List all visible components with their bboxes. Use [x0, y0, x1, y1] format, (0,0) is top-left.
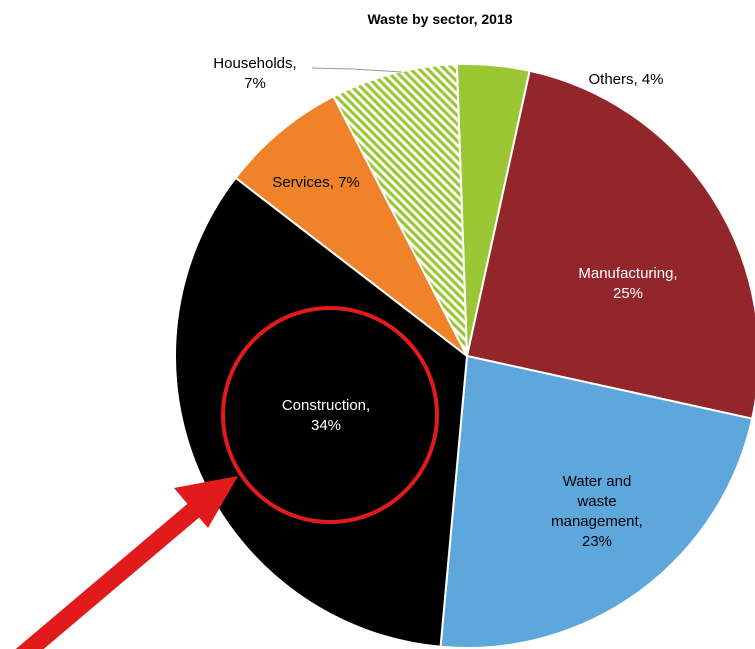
slice-construction — [174, 176, 469, 648]
label-manufacturing-line-0: Manufacturing, — [578, 265, 677, 282]
label-services: Services, 7% — [272, 174, 360, 191]
households-leader-line — [311, 67, 403, 73]
label-construction-line-1: 34% — [311, 417, 341, 434]
label-households-line-1: 7% — [244, 75, 266, 92]
chart-title: Waste by sector, 2018 — [367, 11, 512, 27]
label-households: Households, 7% — [213, 55, 296, 92]
slice-labels: Others, 4% Manufacturing, 25% Water and wast… — [213, 55, 677, 550]
label-water-waste: Water and waste management, 23% — [551, 473, 643, 550]
label-manufacturing: Manufacturing, 25% — [578, 265, 677, 302]
label-others-line-0: Others, 4% — [588, 71, 663, 88]
pie-slices — [174, 63, 755, 649]
label-manufacturing-line-1: 25% — [613, 285, 643, 302]
label-water-waste-line-3: 23% — [582, 533, 612, 550]
label-water-waste-line-2: management, — [551, 513, 643, 530]
slice-households — [332, 63, 468, 357]
pointer-arrow — [15, 476, 238, 649]
label-construction: Construction, 34% — [282, 397, 370, 434]
slice-water-waste — [439, 354, 754, 649]
slice-services — [234, 94, 468, 357]
label-households-line-0: Households, — [213, 55, 296, 72]
slice-manufacturing — [465, 69, 755, 420]
arrow-head — [174, 476, 238, 528]
arrow-shaft — [15, 498, 206, 649]
label-construction-line-0: Construction, — [282, 397, 370, 414]
label-water-waste-line-0: Water and — [563, 473, 632, 490]
label-water-waste-line-1: waste — [576, 493, 616, 510]
label-others: Others, 4% — [588, 71, 663, 88]
highlight-circle — [221, 306, 439, 524]
label-services-line-0: Services, 7% — [272, 174, 360, 191]
